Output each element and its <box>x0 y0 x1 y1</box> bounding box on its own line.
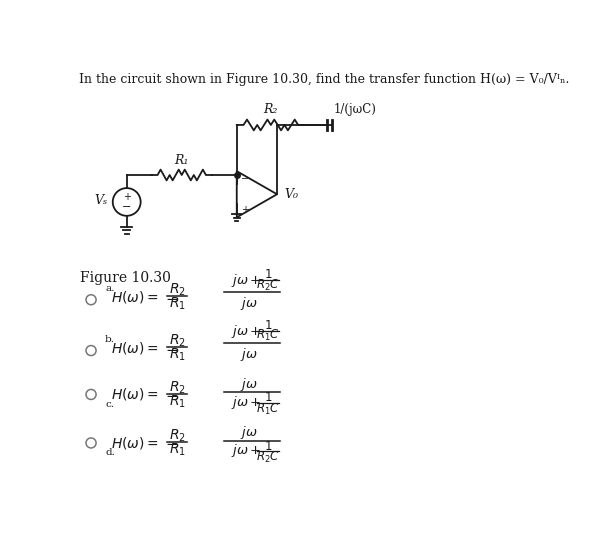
Text: $R_2$: $R_2$ <box>169 428 185 444</box>
Text: $1$: $1$ <box>263 440 272 452</box>
Text: $R_2$: $R_2$ <box>169 379 185 396</box>
Text: $R_1$: $R_1$ <box>169 393 185 409</box>
Text: $j\omega$: $j\omega$ <box>240 295 257 312</box>
Text: $R_2C$: $R_2C$ <box>256 278 279 293</box>
Text: c.: c. <box>105 400 114 409</box>
Text: $H(\omega) =$: $H(\omega) =$ <box>111 340 159 356</box>
Text: $j\omega$: $j\omega$ <box>240 346 257 363</box>
Text: $j\omega+$: $j\omega+$ <box>230 272 261 289</box>
Text: $H(\omega) =$: $H(\omega) =$ <box>111 290 159 305</box>
Text: +: + <box>123 192 131 202</box>
Text: In the circuit shown in Figure 10.30, find the transfer function H(ω) = V₀/Vᴵₙ.: In the circuit shown in Figure 10.30, fi… <box>79 73 570 86</box>
Text: $-$: $-$ <box>165 436 179 450</box>
Text: d.: d. <box>105 449 115 458</box>
Text: $1$: $1$ <box>263 319 272 332</box>
Text: $-$: $-$ <box>165 340 179 356</box>
Text: $R_2C$: $R_2C$ <box>256 450 279 465</box>
Text: $1$: $1$ <box>263 391 272 404</box>
Text: $R_1$: $R_1$ <box>169 442 185 458</box>
Text: $R_1C$: $R_1C$ <box>256 402 279 417</box>
Text: −: − <box>242 174 249 184</box>
Text: $j\omega+$: $j\omega+$ <box>230 442 261 459</box>
Text: −: − <box>122 202 131 212</box>
Text: a.: a. <box>105 284 114 293</box>
Text: $R_1$: $R_1$ <box>169 295 185 312</box>
Text: $j\omega+$: $j\omega+$ <box>230 323 261 340</box>
Text: $-$: $-$ <box>165 387 179 402</box>
Text: $R_2$: $R_2$ <box>169 332 185 349</box>
Text: $1$: $1$ <box>263 268 272 281</box>
Text: Figure 10.30: Figure 10.30 <box>80 271 171 285</box>
Text: b.: b. <box>105 335 115 344</box>
Text: $R_1C$: $R_1C$ <box>256 328 279 343</box>
Text: $R_1$: $R_1$ <box>169 346 185 363</box>
Text: 1/(jωC): 1/(jωC) <box>334 104 377 116</box>
Text: $j\omega$: $j\omega$ <box>240 424 257 441</box>
Text: R₂: R₂ <box>263 104 278 116</box>
Text: $j\omega$: $j\omega$ <box>240 376 257 393</box>
Text: $-$: $-$ <box>165 290 179 305</box>
Text: $j\omega+$: $j\omega+$ <box>230 394 261 410</box>
Text: $R_2$: $R_2$ <box>169 282 185 298</box>
Text: Vₛ: Vₛ <box>95 194 108 207</box>
Text: V₀: V₀ <box>285 188 299 200</box>
Text: +: + <box>242 204 249 214</box>
Text: R₁: R₁ <box>175 153 189 166</box>
Text: $H(\omega) =$: $H(\omega) =$ <box>111 386 159 403</box>
Text: $H(\omega) =$: $H(\omega) =$ <box>111 435 159 451</box>
